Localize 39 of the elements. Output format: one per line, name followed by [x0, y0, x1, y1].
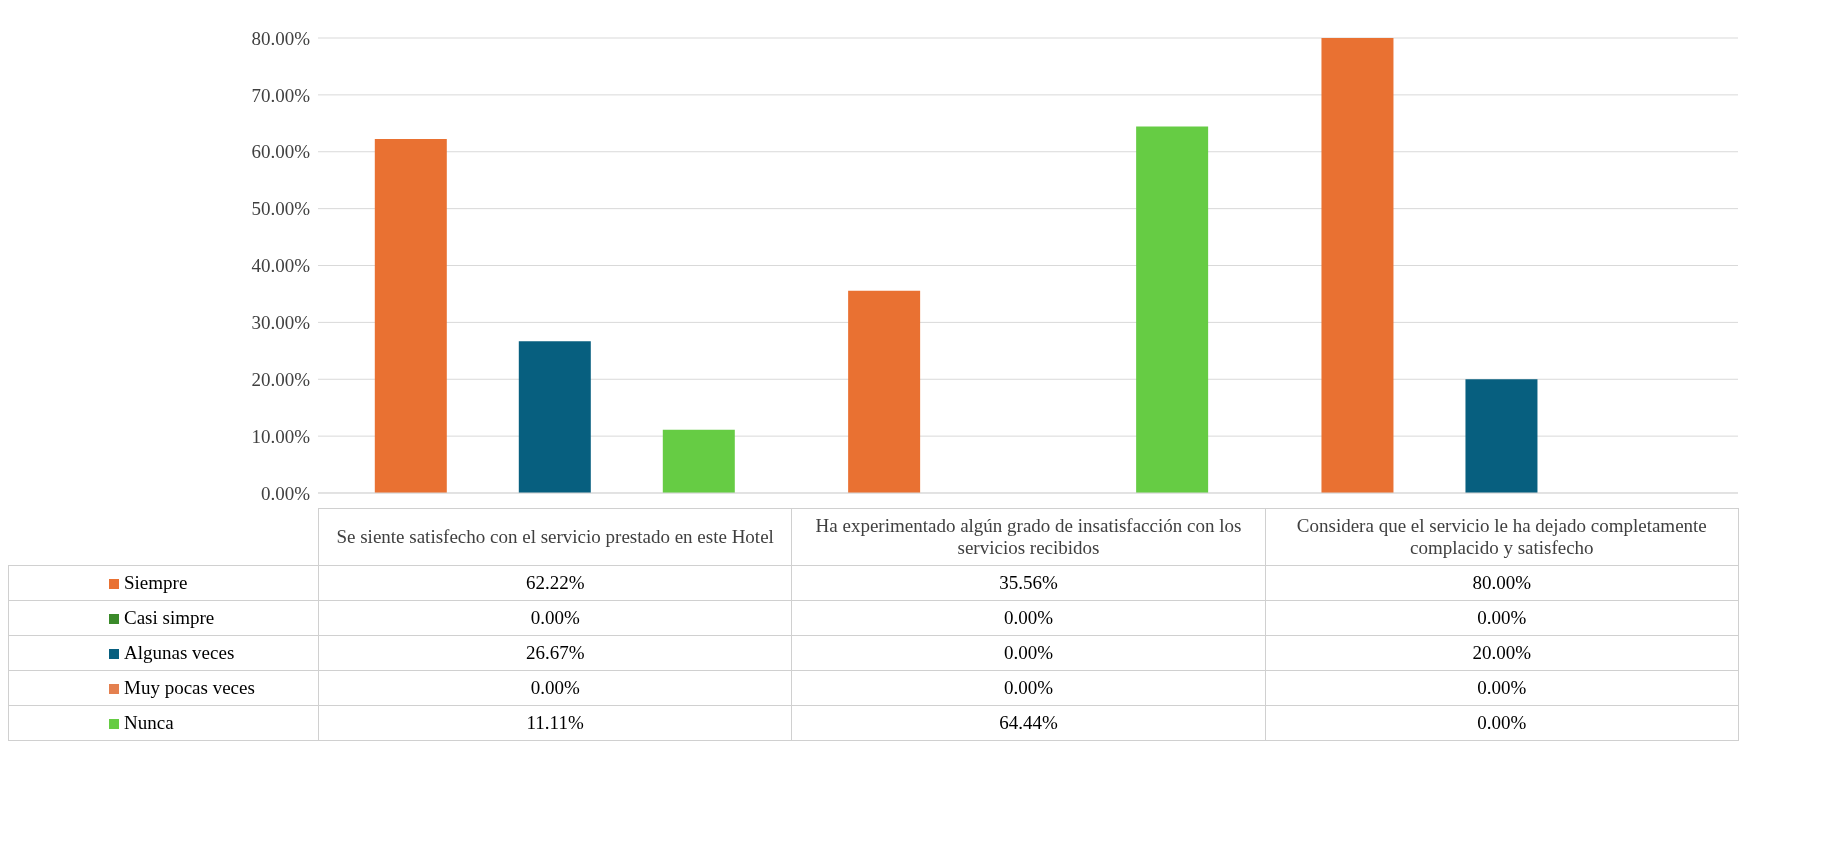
- y-tick-label: 10.00%: [251, 425, 311, 447]
- y-tick-label: 80.00%: [251, 27, 311, 49]
- data-label: 0.00%: [791, 635, 1266, 671]
- bar: [1136, 126, 1209, 493]
- y-tick-label: 0.00%: [260, 482, 311, 504]
- x-tick-label: Considera que el servicio le ha dejado completamente complacido y satisfecho: [1265, 508, 1739, 566]
- x-tick-label: Ha experimentado algún grado de insatisfacción con los servicios recibidos: [791, 508, 1266, 566]
- data-label: 62.22%: [318, 565, 792, 601]
- legend-label: Muy pocas veces: [8, 670, 319, 706]
- bar: [1465, 379, 1538, 493]
- y-tick-label: 70.00%: [251, 84, 311, 106]
- legend-label: Algunas veces: [8, 635, 319, 671]
- data-label: 0.00%: [791, 600, 1266, 636]
- bar: [662, 429, 735, 493]
- data-label: 20.00%: [1265, 635, 1739, 671]
- y-tick-label: 20.00%: [251, 368, 311, 390]
- y-tick-label: 60.00%: [251, 141, 311, 163]
- data-label: 0.00%: [1265, 600, 1739, 636]
- data-label: 0.00%: [318, 670, 792, 706]
- legend-label: Casi simpre: [8, 600, 319, 636]
- legend-label: Nunca: [8, 705, 319, 741]
- data-label: 0.00%: [318, 600, 792, 636]
- data-label: 0.00%: [1265, 705, 1739, 741]
- data-label: 35.56%: [791, 565, 1266, 601]
- bar: [848, 290, 921, 493]
- data-label: 0.00%: [791, 670, 1266, 706]
- data-label: 80.00%: [1265, 565, 1739, 601]
- y-tick-label: 50.00%: [251, 198, 311, 220]
- data-label: 0.00%: [1265, 670, 1739, 706]
- x-tick-label: Se siente satisfecho con el servicio prestado en este Hotel: [318, 508, 792, 566]
- data-label: 11.11%: [318, 705, 792, 741]
- legend-label: Siempre: [8, 565, 319, 601]
- bar: [518, 341, 591, 493]
- data-label: 64.44%: [791, 705, 1266, 741]
- data-label: 26.67%: [318, 635, 792, 671]
- y-tick-label: 40.00%: [251, 255, 311, 277]
- bar: [1321, 38, 1394, 493]
- bar: [374, 139, 447, 493]
- y-tick-label: 30.00%: [251, 312, 311, 334]
